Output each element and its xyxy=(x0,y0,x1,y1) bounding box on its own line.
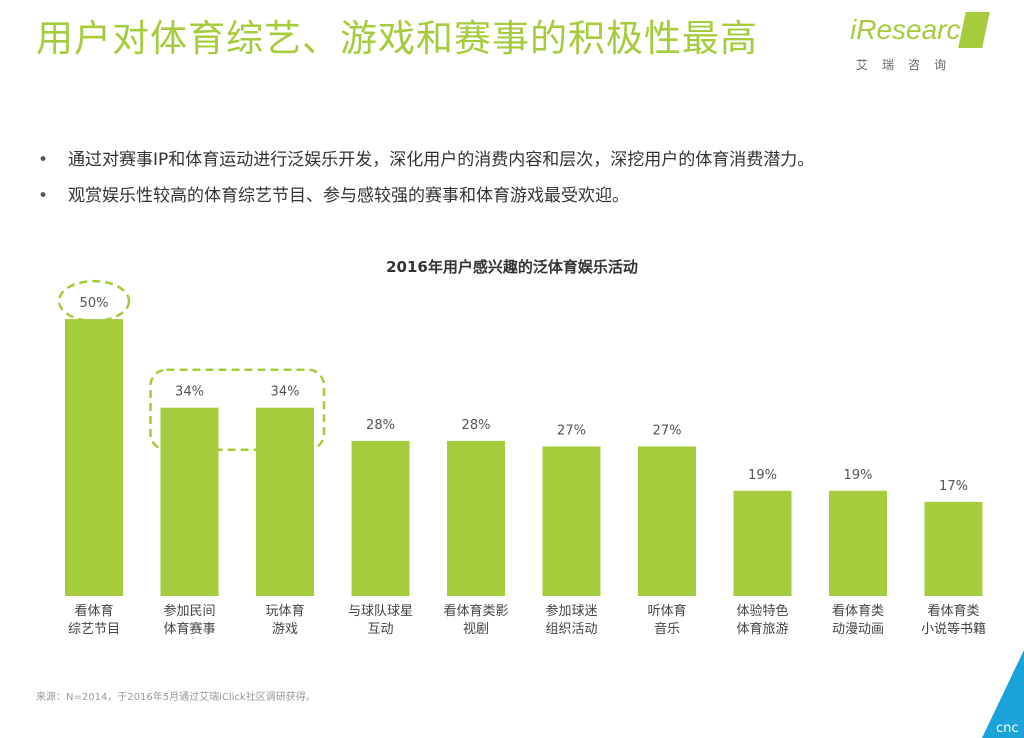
category-label: 看体育类 xyxy=(927,603,979,619)
data-label: 19% xyxy=(748,468,777,483)
category-label: 看体育 xyxy=(74,603,113,619)
category-label: 看体育类影 xyxy=(443,603,508,619)
data-label: 17% xyxy=(939,479,968,494)
category-label: 听体育 xyxy=(647,603,686,619)
category-label: 玩体育 xyxy=(265,603,304,619)
bullet-item: 观赏娱乐性较高的体育综艺节目、参与感较强的赛事和体育游戏最受欢迎。 xyxy=(38,178,814,214)
iresearch-logo: iResearch 艾瑞咨询 xyxy=(850,10,990,80)
category-label: 参加球迷 xyxy=(545,603,597,619)
bar xyxy=(256,407,314,596)
logo-subtitle: 艾瑞咨询 xyxy=(856,58,961,72)
logo-wordmark: iResearch xyxy=(850,14,977,45)
bar xyxy=(65,319,123,596)
data-label: 28% xyxy=(366,418,395,433)
bar xyxy=(160,407,219,596)
bar xyxy=(542,446,601,596)
data-label: 27% xyxy=(653,423,682,438)
category-label: 看体育类 xyxy=(832,603,884,619)
category-label: 综艺节目 xyxy=(68,622,120,637)
bar xyxy=(924,501,983,596)
source-note: 来源：N=2014，于2016年5月通过艾瑞iClick社区调研获得。 xyxy=(36,692,316,703)
category-label: 参加民间 xyxy=(163,603,215,619)
category-label: 互动 xyxy=(367,622,393,637)
category-label: 体育赛事 xyxy=(163,621,215,637)
data-label: 28% xyxy=(462,418,491,433)
watermark-text: cnc xyxy=(996,721,1019,736)
corner-triangle xyxy=(982,650,1024,738)
bar xyxy=(351,440,410,596)
bar xyxy=(733,490,792,596)
category-label: 音乐 xyxy=(654,621,680,637)
data-label: 27% xyxy=(557,423,586,438)
summary-bullets: 通过对赛事IP和体育运动进行泛娱乐开发，深化用户的消费内容和层次，深挖用户的体育… xyxy=(38,142,814,214)
bar xyxy=(638,446,696,596)
category-label: 小说等书籍 xyxy=(921,621,986,637)
chart-title: 2016年用户感兴趣的泛体育娱乐活动 xyxy=(386,258,638,276)
bar xyxy=(829,490,887,596)
data-label: 19% xyxy=(844,468,873,483)
category-label: 与球队球星 xyxy=(348,604,413,619)
category-label: 视剧 xyxy=(463,622,489,637)
category-label: 动漫动画 xyxy=(832,622,884,637)
bar xyxy=(447,440,505,596)
data-label: 50% xyxy=(80,296,109,311)
category-label: 游戏 xyxy=(272,622,298,637)
bullet-item: 通过对赛事IP和体育运动进行泛娱乐开发，深化用户的消费内容和层次，深挖用户的体育… xyxy=(38,142,814,178)
highlight-outline xyxy=(149,368,326,451)
corner-watermark: cnc xyxy=(982,650,1024,738)
page-title: 用户对体育综艺、游戏和赛事的积极性最高 xyxy=(36,17,758,60)
highlight-outline xyxy=(57,279,131,323)
data-label: 34% xyxy=(175,385,204,400)
category-label: 组织活动 xyxy=(545,622,597,637)
data-label: 34% xyxy=(271,385,300,400)
category-label: 体育旅游 xyxy=(736,621,788,637)
category-label: 体验特色 xyxy=(736,603,788,619)
